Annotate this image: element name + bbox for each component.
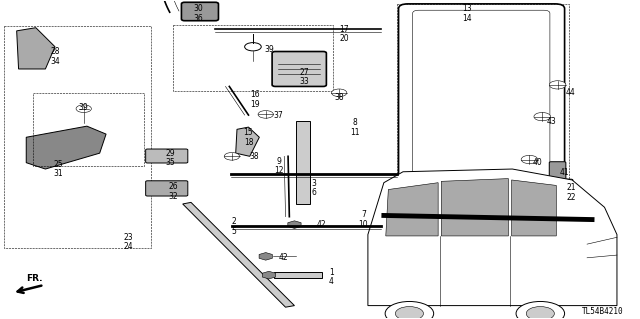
Circle shape [516,301,564,319]
Text: 38: 38 [250,152,259,161]
Text: 37: 37 [274,111,284,120]
Circle shape [258,111,273,118]
Text: 15
18: 15 18 [244,128,253,147]
Polygon shape [442,179,508,236]
Circle shape [534,113,550,121]
Polygon shape [511,180,556,236]
Circle shape [526,307,554,319]
Polygon shape [368,169,617,306]
FancyBboxPatch shape [181,2,218,21]
Text: FR.: FR. [26,274,42,283]
Text: 16
19: 16 19 [250,90,260,108]
Text: 41: 41 [559,168,569,177]
Text: 13
14: 13 14 [462,4,472,23]
Text: TL54B4210: TL54B4210 [582,307,623,316]
Text: 17
20: 17 20 [339,25,349,43]
Bar [296,122,310,204]
Polygon shape [386,183,438,236]
Circle shape [76,105,92,113]
Text: 43: 43 [547,117,556,126]
Text: 30
36: 30 36 [194,4,204,23]
Text: 42: 42 [316,220,326,229]
Text: 2
5: 2 5 [231,217,236,235]
Text: 3
6: 3 6 [311,179,316,197]
Text: 7
10: 7 10 [358,211,368,229]
Circle shape [396,307,424,319]
Text: 1
4: 1 4 [329,268,334,286]
Text: 40: 40 [532,158,542,167]
Bar [381,224,394,232]
Circle shape [385,301,434,319]
Polygon shape [182,202,294,307]
Text: 9
12: 9 12 [274,157,284,175]
FancyBboxPatch shape [549,162,566,184]
Polygon shape [236,127,259,156]
FancyBboxPatch shape [146,149,188,163]
Bar [173,25,333,91]
FancyBboxPatch shape [557,179,573,208]
Text: 39: 39 [264,45,274,55]
FancyBboxPatch shape [272,51,326,86]
Text: 28
34: 28 34 [50,47,60,66]
Text: 8
11: 8 11 [350,118,360,137]
Text: 23
24: 23 24 [124,233,133,251]
Bar [397,4,569,226]
Circle shape [224,152,239,160]
Text: 25
31: 25 31 [53,160,63,178]
Text: 38: 38 [334,93,344,102]
Text: 44: 44 [566,88,575,97]
FancyBboxPatch shape [146,181,188,196]
Text: 29
35: 29 35 [165,149,175,167]
Circle shape [521,155,538,164]
Text: 21
22: 21 22 [566,183,576,202]
Bar [33,93,145,166]
Circle shape [244,43,261,51]
Bar [4,26,151,249]
Polygon shape [17,28,55,69]
Text: 27
33: 27 33 [299,68,309,86]
Circle shape [549,81,566,89]
Circle shape [332,89,347,97]
Text: 26
32: 26 32 [168,182,178,201]
Text: 39: 39 [79,103,88,112]
Text: 42: 42 [278,254,288,263]
Polygon shape [26,126,106,169]
Bar [274,272,322,278]
